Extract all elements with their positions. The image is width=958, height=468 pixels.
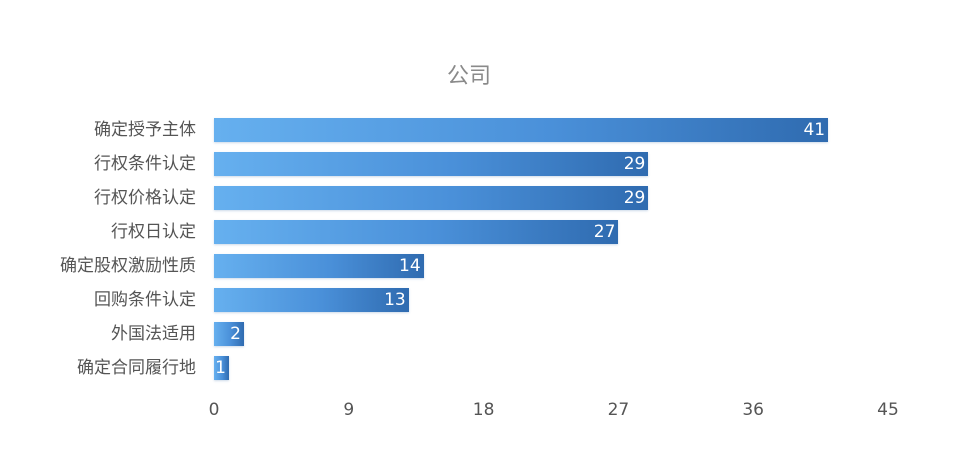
category-label: 外国法适用: [111, 324, 196, 344]
bar-row: 确定股权激励性质 14: [0, 254, 958, 278]
bar-row: 外国法适用 2: [0, 322, 958, 346]
value-label: 1: [215, 358, 226, 378]
x-tick-label: 0: [208, 400, 220, 420]
bar: 14: [214, 254, 424, 278]
x-tick-label: 9: [343, 400, 355, 420]
value-label: 14: [399, 256, 421, 276]
category-label: 确定授予主体: [94, 120, 196, 140]
bar: 27: [214, 220, 619, 244]
x-tick-label: 18: [472, 400, 495, 420]
chart-title: 公司: [446, 64, 491, 89]
bar-row: 回购条件认定 13: [0, 288, 958, 312]
category-label: 行权条件认定: [94, 154, 196, 174]
category-label: 确定合同履行地: [77, 358, 196, 378]
bar: 29: [214, 152, 649, 176]
bar-row: 确定合同履行地 1: [0, 356, 958, 380]
value-label: 29: [623, 188, 646, 208]
value-label: 29: [623, 154, 646, 174]
bar: 2: [214, 322, 244, 346]
bar-row: 确定授予主体 41: [0, 118, 958, 142]
category-label: 行权日认定: [111, 222, 196, 242]
category-label: 回购条件认定: [94, 290, 196, 310]
bar: 41: [214, 118, 829, 142]
bar-row: 行权日认定 27: [0, 220, 958, 244]
x-tick-label: 27: [607, 400, 630, 420]
x-tick-label: 45: [877, 400, 899, 420]
bar-row: 行权价格认定 29: [0, 186, 958, 210]
bar: 1: [214, 356, 229, 380]
x-tick-label: 36: [742, 400, 765, 420]
bar: 13: [214, 288, 409, 312]
bar-row: 行权条件认定 29: [0, 152, 958, 176]
value-label: 2: [230, 324, 241, 344]
category-label: 确定股权激励性质: [60, 256, 196, 276]
bar: 29: [214, 186, 649, 210]
value-label: 41: [803, 120, 826, 140]
value-label: 27: [593, 222, 616, 242]
category-label: 行权价格认定: [94, 188, 196, 208]
value-label: 13: [384, 290, 406, 310]
